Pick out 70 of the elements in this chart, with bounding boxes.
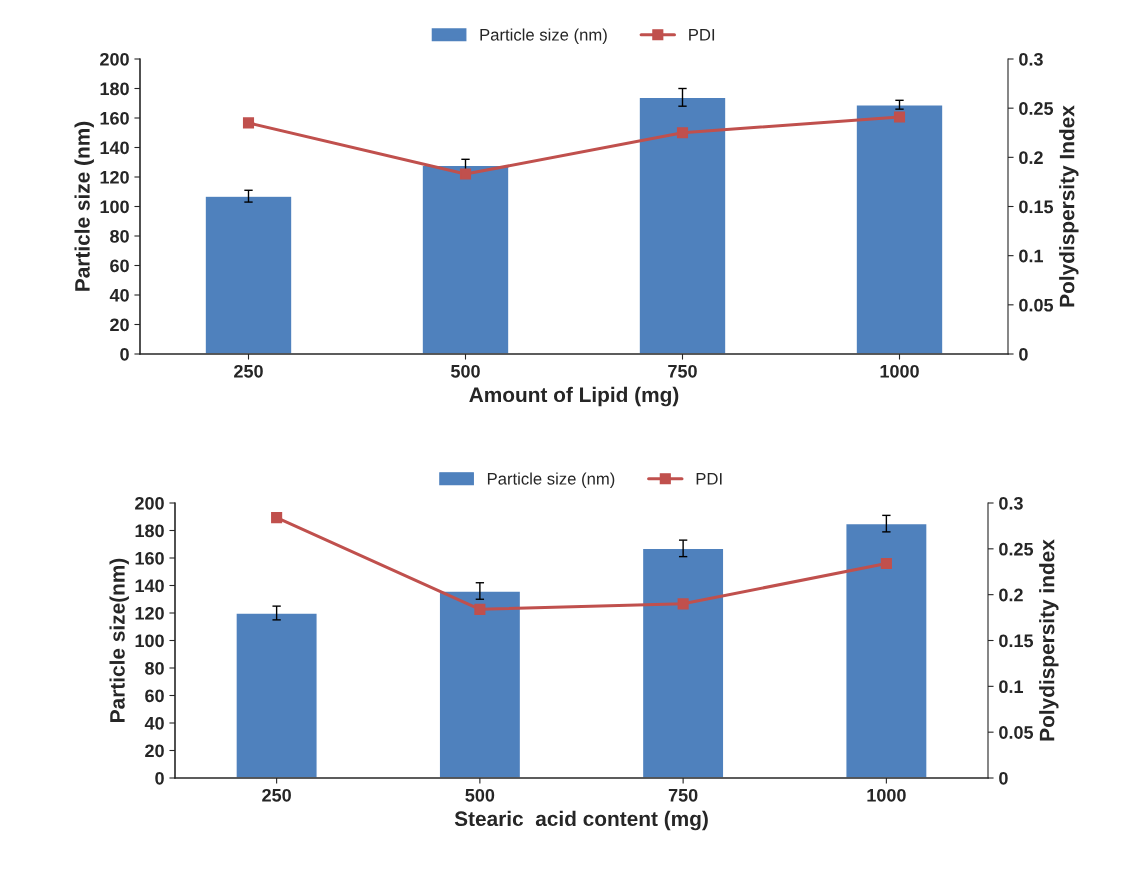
y-axis-title: Particle size(nm) <box>109 558 129 722</box>
y-tick-label: 40 <box>144 716 164 730</box>
x-tick-label: 250 <box>234 364 263 378</box>
y-tick-label: 120 <box>135 606 164 620</box>
y-tick-label: 0 <box>120 347 129 361</box>
y2-tick-label: 0.2 <box>1019 151 1043 165</box>
y-tick-label: 100 <box>135 634 164 648</box>
x-axis-title: Amount of Lipid (mg) <box>469 386 679 407</box>
y-tick-label: 140 <box>135 579 164 593</box>
y-tick-label: 180 <box>100 82 129 96</box>
y2-tick-label: 0.25 <box>1019 102 1054 115</box>
x-tick-label: 250 <box>262 788 291 802</box>
y-axis-title: Particle size (nm) <box>74 121 94 291</box>
y-tick-label: 20 <box>110 318 129 332</box>
y-tick-label: 80 <box>145 661 164 675</box>
point <box>676 127 689 139</box>
point <box>242 117 255 129</box>
bar <box>638 96 727 354</box>
y2-tick-label: 0.3 <box>999 496 1023 510</box>
point <box>893 111 906 123</box>
y-tick-label: 200 <box>135 496 164 510</box>
point <box>677 598 689 610</box>
y-tick-label: 60 <box>145 689 164 703</box>
y2-tick-label: 0.15 <box>999 634 1034 648</box>
bar <box>235 612 318 778</box>
y2-tick-label: 0.15 <box>1019 200 1054 214</box>
bar <box>438 590 522 778</box>
y2-tick-label: 0.25 <box>999 542 1034 556</box>
y2-tick-label: 0.05 <box>999 726 1034 739</box>
y-tick-label: 40 <box>109 288 129 302</box>
y2-tick-label: 0.1 <box>1019 249 1044 263</box>
y-tick-label: 20 <box>145 744 164 758</box>
point <box>271 512 283 524</box>
legend-label: PDI <box>696 473 722 485</box>
legend-label: PDI <box>689 29 715 41</box>
legend-label: Particle size (nm) <box>480 28 607 44</box>
y2-tick-label: 0 <box>999 771 1008 785</box>
x-tick-label: 750 <box>668 364 697 378</box>
y2-tick-label: 0.05 <box>1019 298 1054 312</box>
y-tick-label: 140 <box>100 141 129 155</box>
y2-axis-title: Polydispersity Index <box>1059 105 1079 307</box>
y2-tick-label: 0.2 <box>999 588 1023 602</box>
y2-tick-label: 0.3 <box>1019 52 1043 66</box>
bar <box>641 547 725 778</box>
bar <box>855 104 944 354</box>
x-tick-label: 1000 <box>867 788 906 802</box>
legend-label: Particle size (nm) <box>487 472 615 488</box>
y-tick-label: 60 <box>110 259 129 273</box>
y-tick-label: 160 <box>135 551 164 565</box>
y-tick-label: 160 <box>100 111 129 125</box>
x-tick-label: 750 <box>668 788 698 802</box>
y2-axis-title: Polydispersity index <box>1039 539 1059 741</box>
point <box>474 603 486 615</box>
bar <box>421 164 510 354</box>
y-tick-label: 0 <box>155 771 164 785</box>
y-tick-label: 80 <box>110 229 129 243</box>
y2-tick-label: 0 <box>1019 347 1028 361</box>
y2-tick-label: 0.1 <box>999 680 1024 694</box>
bar <box>204 195 293 354</box>
point <box>459 168 472 180</box>
x-tick-label: 500 <box>450 364 480 378</box>
x-axis-title: Stearic acid content (mg) <box>454 810 708 831</box>
y-tick-label: 120 <box>100 170 129 184</box>
bar <box>845 522 928 778</box>
x-tick-label: 1000 <box>880 364 919 378</box>
y-tick-label: 180 <box>135 524 164 538</box>
x-tick-label: 500 <box>465 788 495 802</box>
y-tick-label: 200 <box>100 52 129 66</box>
point <box>880 557 892 570</box>
y-tick-label: 100 <box>100 200 129 214</box>
